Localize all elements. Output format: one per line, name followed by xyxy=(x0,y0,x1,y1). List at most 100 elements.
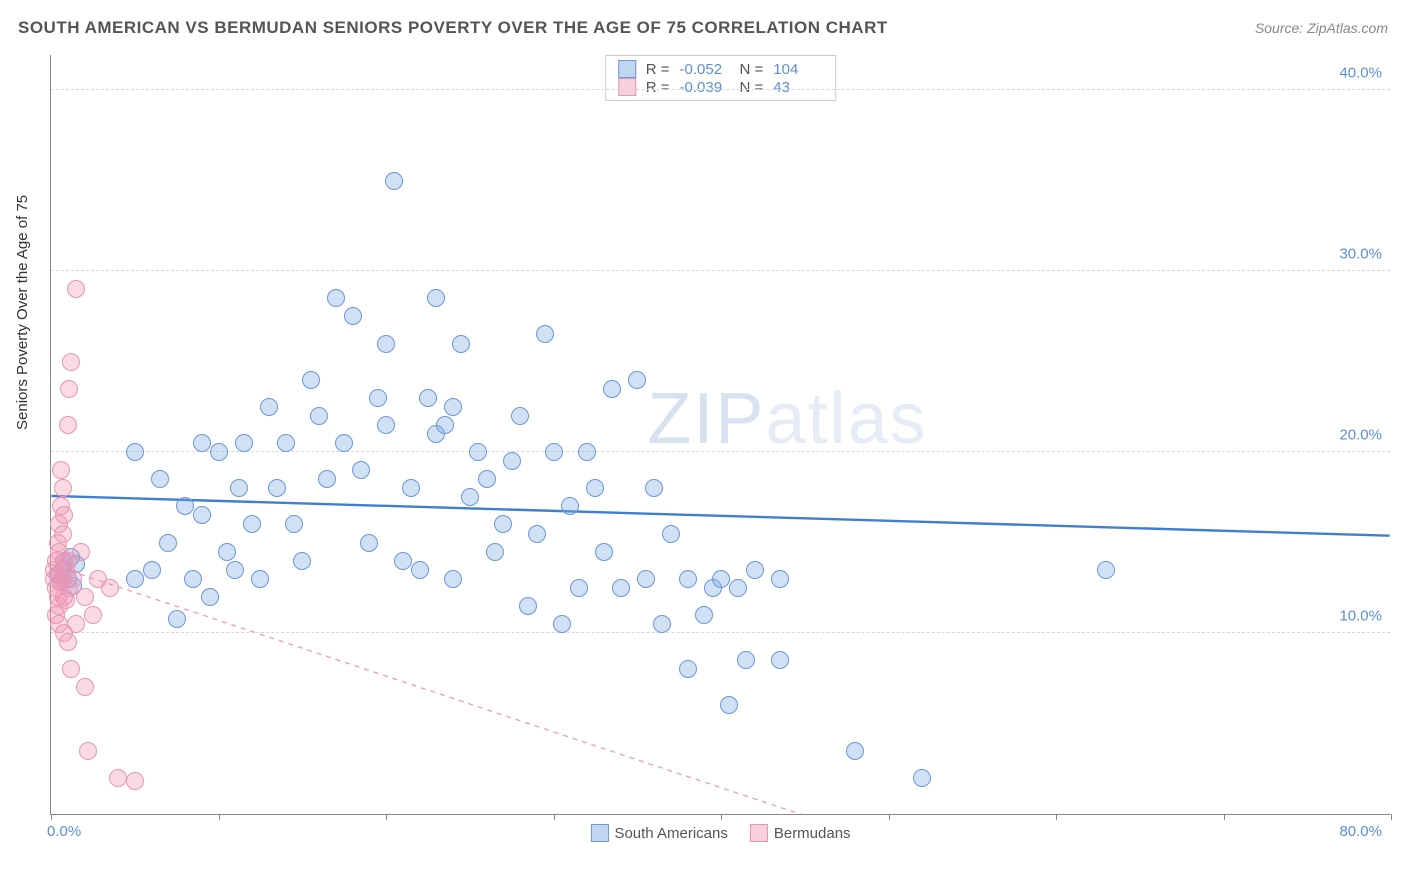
data-point xyxy=(695,606,713,624)
data-point xyxy=(519,597,537,615)
data-point xyxy=(126,443,144,461)
data-point xyxy=(285,515,303,533)
data-point xyxy=(84,606,102,624)
data-point xyxy=(230,479,248,497)
data-point xyxy=(159,534,177,552)
data-point xyxy=(637,570,655,588)
data-point xyxy=(679,570,697,588)
data-point xyxy=(486,543,504,561)
data-point xyxy=(193,434,211,452)
data-point xyxy=(76,678,94,696)
data-point xyxy=(511,407,529,425)
x-tick xyxy=(219,814,220,820)
data-point xyxy=(729,579,747,597)
legend-item: South Americans xyxy=(590,824,727,842)
data-point xyxy=(377,416,395,434)
data-point xyxy=(101,579,119,597)
x-tick xyxy=(889,814,890,820)
data-point xyxy=(411,561,429,579)
data-point xyxy=(60,380,78,398)
source-attribution: Source: ZipAtlas.com xyxy=(1255,20,1388,36)
data-point xyxy=(360,534,378,552)
data-point xyxy=(352,461,370,479)
data-point xyxy=(59,633,77,651)
data-point xyxy=(553,615,571,633)
data-point xyxy=(528,525,546,543)
data-point xyxy=(503,452,521,470)
data-point xyxy=(444,398,462,416)
data-point xyxy=(243,515,261,533)
chart-title: SOUTH AMERICAN VS BERMUDAN SENIORS POVER… xyxy=(18,18,888,38)
data-point xyxy=(771,570,789,588)
data-point xyxy=(201,588,219,606)
data-point xyxy=(712,570,730,588)
data-point xyxy=(461,488,479,506)
data-point xyxy=(310,407,328,425)
y-tick-label: 40.0% xyxy=(1339,65,1382,82)
data-point xyxy=(545,443,563,461)
x-tick xyxy=(1056,814,1057,820)
scatter-plot: ZIPatlas R = -0.052 N = 104 R = -0.039 N… xyxy=(50,55,1390,815)
data-point xyxy=(109,769,127,787)
data-point xyxy=(62,353,80,371)
data-point xyxy=(251,570,269,588)
stats-row: R = -0.039 N = 43 xyxy=(618,78,824,96)
data-point xyxy=(737,651,755,669)
y-tick-label: 30.0% xyxy=(1339,246,1382,263)
data-point xyxy=(184,570,202,588)
data-point xyxy=(645,479,663,497)
data-point xyxy=(586,479,604,497)
swatch-icon xyxy=(618,78,636,96)
data-point xyxy=(561,497,579,515)
gridline xyxy=(51,632,1390,633)
data-point xyxy=(79,742,97,760)
data-point xyxy=(653,615,671,633)
data-point xyxy=(54,479,72,497)
data-point xyxy=(846,742,864,760)
data-point xyxy=(226,561,244,579)
data-point xyxy=(293,552,311,570)
data-point xyxy=(210,443,228,461)
data-point xyxy=(318,470,336,488)
data-point xyxy=(679,660,697,678)
data-point xyxy=(52,461,70,479)
x-tick xyxy=(721,814,722,820)
data-point xyxy=(260,398,278,416)
data-point xyxy=(369,389,387,407)
data-point xyxy=(720,696,738,714)
data-point xyxy=(64,570,82,588)
data-point xyxy=(385,172,403,190)
stats-row: R = -0.052 N = 104 xyxy=(618,60,824,78)
data-point xyxy=(67,615,85,633)
legend-label: South Americans xyxy=(614,825,727,842)
data-point xyxy=(1097,561,1115,579)
data-point xyxy=(151,470,169,488)
data-point xyxy=(344,307,362,325)
data-point xyxy=(193,506,211,524)
data-point xyxy=(578,443,596,461)
correlation-stats-box: R = -0.052 N = 104 R = -0.039 N = 43 xyxy=(605,55,837,101)
header: SOUTH AMERICAN VS BERMUDAN SENIORS POVER… xyxy=(18,18,1388,38)
data-point xyxy=(377,335,395,353)
data-point xyxy=(419,389,437,407)
data-point xyxy=(268,479,286,497)
data-point xyxy=(444,570,462,588)
x-tick xyxy=(1224,814,1225,820)
data-point xyxy=(327,289,345,307)
data-point xyxy=(76,588,94,606)
data-point xyxy=(427,289,445,307)
data-point xyxy=(176,497,194,515)
data-point xyxy=(218,543,236,561)
swatch-icon xyxy=(750,824,768,842)
x-axis-min-label: 0.0% xyxy=(47,823,81,840)
data-point xyxy=(72,543,90,561)
y-axis-label: Seniors Poverty Over the Age of 75 xyxy=(14,195,31,430)
data-point xyxy=(469,443,487,461)
swatch-icon xyxy=(618,60,636,78)
data-point xyxy=(536,325,554,343)
data-point xyxy=(394,552,412,570)
legend-label: Bermudans xyxy=(774,825,851,842)
watermark: ZIPatlas xyxy=(647,378,927,460)
gridline xyxy=(51,270,1390,271)
data-point xyxy=(603,380,621,398)
